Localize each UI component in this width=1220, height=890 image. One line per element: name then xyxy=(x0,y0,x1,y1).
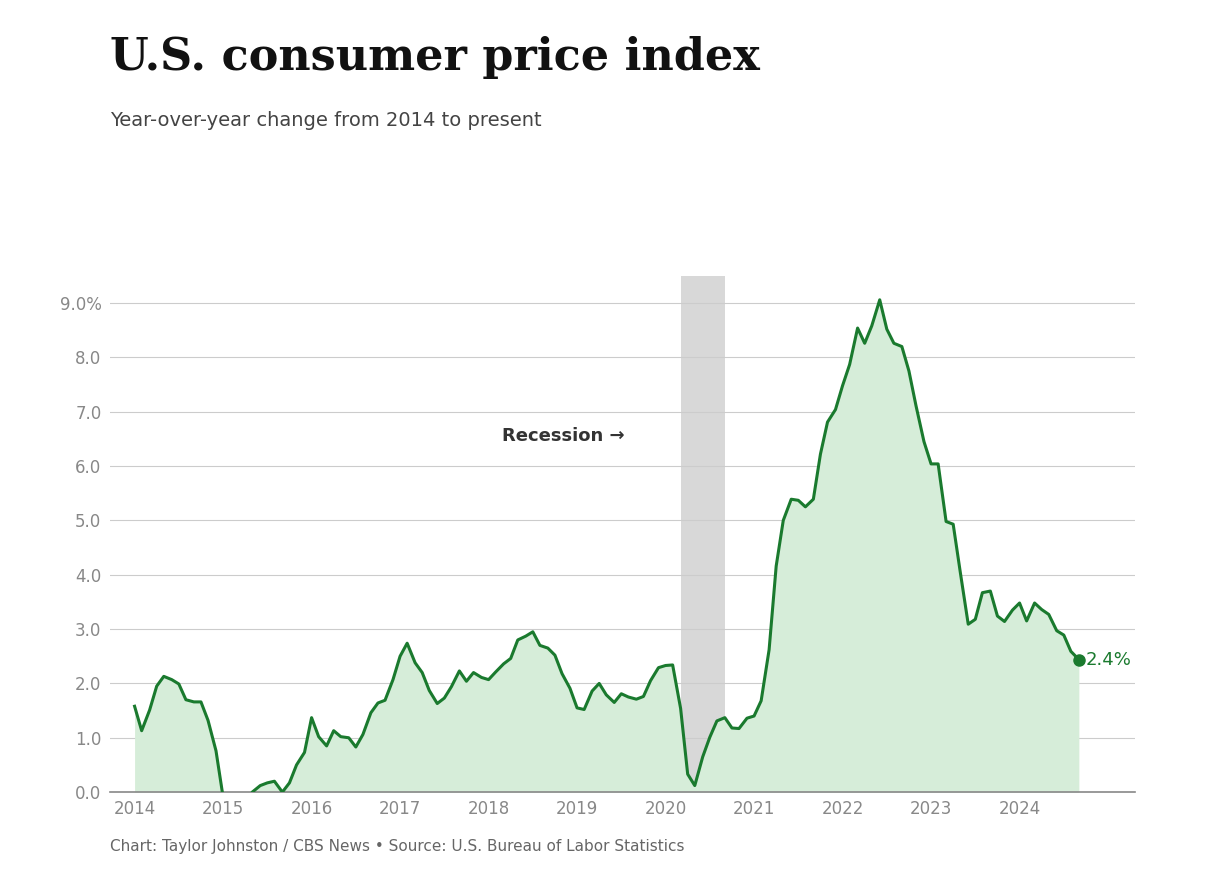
Text: U.S. consumer price index: U.S. consumer price index xyxy=(110,36,760,78)
Text: Chart: Taylor Johnston / CBS News • Source: U.S. Bureau of Labor Statistics: Chart: Taylor Johnston / CBS News • Sour… xyxy=(110,839,684,854)
Text: Recession →: Recession → xyxy=(503,427,625,445)
Text: Year-over-year change from 2014 to present: Year-over-year change from 2014 to prese… xyxy=(110,111,542,130)
Text: 2.4%: 2.4% xyxy=(1086,651,1132,668)
Bar xyxy=(681,276,725,792)
